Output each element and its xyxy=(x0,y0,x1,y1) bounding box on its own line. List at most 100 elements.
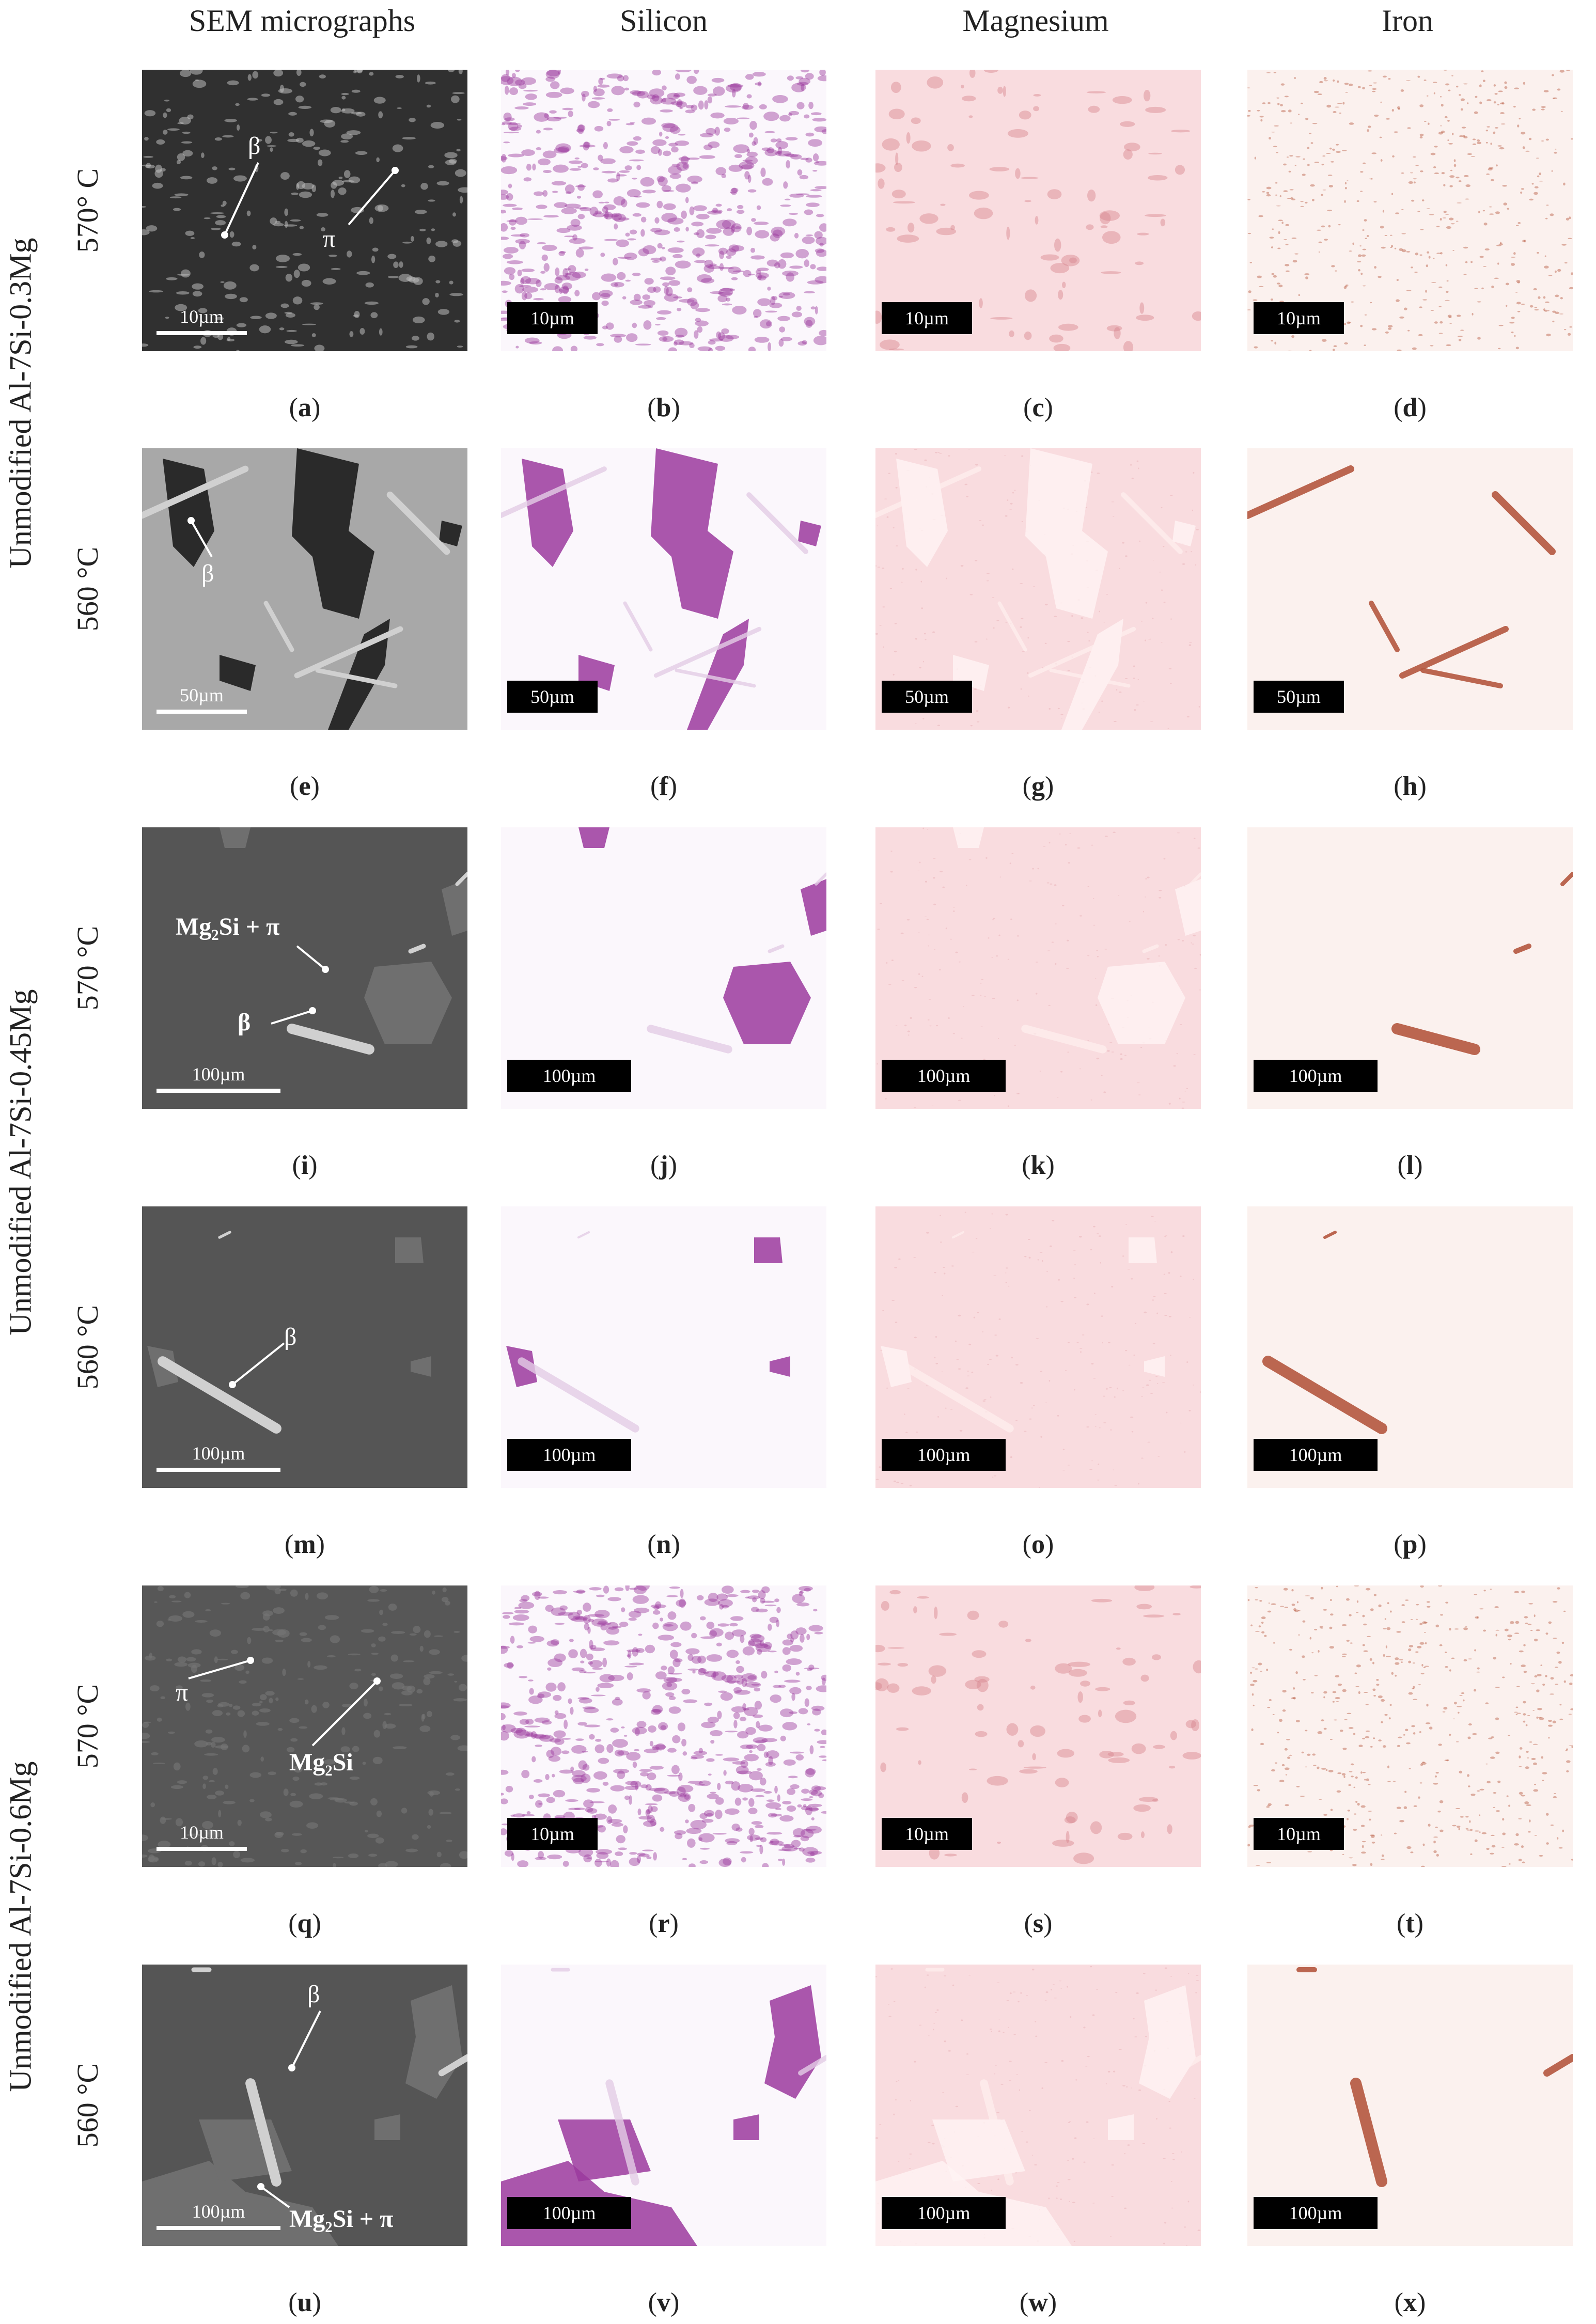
temperature-label: 560 °C xyxy=(71,546,105,632)
micrograph-panel-n: 100µm xyxy=(501,1206,826,1488)
panel-letter: u xyxy=(297,2288,312,2317)
panel-letter: s xyxy=(1032,1909,1044,1938)
panel-letter: h xyxy=(1402,772,1418,801)
micrograph-panel-g: 50µm xyxy=(875,448,1201,730)
panel-label: (e) xyxy=(290,772,320,801)
panel-label: (n) xyxy=(647,1530,680,1559)
panel-letter: m xyxy=(293,1530,316,1559)
micrograph-panel-j: 100µm xyxy=(501,827,826,1109)
scale-bar: 10µm xyxy=(507,302,598,334)
panel-label: (v) xyxy=(648,2288,680,2317)
phase-annotation: Mg₂Si + π xyxy=(176,913,280,940)
panel-label: (t) xyxy=(1397,1909,1423,1938)
panel-letter: b xyxy=(656,393,671,422)
micrograph-panel-o: 100µm xyxy=(875,1206,1201,1488)
panel-label: (o) xyxy=(1022,1530,1054,1559)
panel-letter: n xyxy=(656,1530,671,1559)
micrograph-panel-a: 10µm β π xyxy=(142,70,467,351)
panel-label: (w) xyxy=(1019,2288,1057,2317)
micrograph-panel-h: 50µm xyxy=(1247,448,1573,730)
panel-label: (u) xyxy=(288,2288,321,2317)
panel-label: (l) xyxy=(1397,1151,1423,1180)
panel-label: (r) xyxy=(649,1909,679,1938)
panel-label: (h) xyxy=(1394,772,1427,801)
micrograph-panel-q: 10µm π Mg₂Si xyxy=(142,1585,467,1867)
scale-bar: 10µm xyxy=(882,302,972,334)
panel-letter: c xyxy=(1032,393,1044,422)
micrograph-panel-k: 100µm xyxy=(875,827,1201,1109)
temperature-label: 560 °C xyxy=(71,2063,105,2148)
phase-annotation: β xyxy=(248,132,261,160)
micrograph-panel-l: 100µm xyxy=(1247,827,1573,1109)
phase-annotation: β xyxy=(201,560,214,587)
scale-bar: 100µm xyxy=(882,1439,1006,1471)
header-iron: Iron xyxy=(1382,4,1433,38)
micrograph-panel-s: 10µm xyxy=(875,1585,1201,1867)
scale-bar: 50µm xyxy=(1254,681,1344,713)
panel-label: (m) xyxy=(285,1530,325,1559)
scale-bar: 100µm xyxy=(1254,1060,1378,1092)
scale-bar: 50µm xyxy=(882,681,972,713)
scale-bar: 100µm xyxy=(157,2197,280,2230)
micrograph-panel-m: 100µm β xyxy=(142,1206,467,1488)
scale-bar: 10µm xyxy=(882,1818,972,1850)
panel-letter: a xyxy=(298,393,311,422)
panel-label: (a) xyxy=(289,393,321,422)
panel-letter: p xyxy=(1402,1530,1418,1559)
temperature-label: 560 °C xyxy=(71,1305,105,1390)
panel-label: (f) xyxy=(650,772,677,801)
panel-letter: j xyxy=(659,1151,668,1180)
scale-bar: 100µm xyxy=(882,2197,1006,2229)
scale-bar: 10µm xyxy=(157,1818,247,1851)
scale-bar: 100µm xyxy=(507,1439,631,1471)
panel-label: (i) xyxy=(292,1151,318,1180)
panel-letter: q xyxy=(297,1909,312,1938)
micrograph-panel-c: 10µm xyxy=(875,70,1201,351)
panel-label: (c) xyxy=(1023,393,1053,422)
header-sem: SEM micrographs xyxy=(189,4,416,38)
header-silicon: Silicon xyxy=(619,4,708,38)
micrograph-panel-r: 10µm xyxy=(501,1585,826,1867)
temperature-label: 570 °C xyxy=(71,925,105,1011)
panel-letter: e xyxy=(299,772,311,801)
panel-letter: i xyxy=(301,1151,309,1180)
phase-annotation: π xyxy=(323,225,336,253)
phase-annotation: Mg₂Si xyxy=(289,1749,353,1776)
panel-letter: v xyxy=(657,2288,670,2317)
panel-label: (p) xyxy=(1394,1530,1427,1559)
micrograph-panel-x: 100µm xyxy=(1247,1965,1573,2246)
panel-letter: k xyxy=(1030,1151,1046,1180)
group-label-0.6mg: Unmodified Al-7Si-0.6Mg xyxy=(3,1761,38,2092)
scale-bar: 100µm xyxy=(157,1060,280,1093)
panel-label: (s) xyxy=(1024,1909,1053,1938)
micrograph-panel-p: 100µm xyxy=(1247,1206,1573,1488)
panel-label: (j) xyxy=(650,1151,677,1180)
micrograph-panel-d: 10µm xyxy=(1247,70,1573,351)
micrograph-panel-v: 100µm xyxy=(501,1965,826,2246)
panel-label: (x) xyxy=(1394,2288,1426,2317)
phase-annotation: β xyxy=(307,1981,320,2008)
scale-bar: 100µm xyxy=(1254,2197,1378,2229)
scale-bar: 100µm xyxy=(1254,1439,1378,1471)
panel-letter: x xyxy=(1403,2288,1417,2317)
scale-bar: 100µm xyxy=(507,1060,631,1092)
phase-annotation: β xyxy=(238,1009,251,1036)
micrograph-panel-b: 10µm xyxy=(501,70,826,351)
panel-letter: r xyxy=(658,1909,670,1938)
micrograph-panel-f: 50µm xyxy=(501,448,826,730)
group-label-0.3mg: Unmodified Al-7Si-0.3Mg xyxy=(3,238,38,568)
panel-label: (k) xyxy=(1022,1151,1055,1180)
phase-annotation: π xyxy=(176,1679,189,1706)
scale-bar: 100µm xyxy=(157,1439,280,1472)
temperature-label: 570° C xyxy=(71,168,105,253)
group-label-0.45mg: Unmodified Al-7Si-0.45Mg xyxy=(3,989,38,1335)
panel-letter: t xyxy=(1405,1909,1415,1938)
micrograph-panel-u: 100µm β Mg₂Si + π xyxy=(142,1965,467,2246)
scale-bar: 50µm xyxy=(157,681,247,714)
scale-bar: 10µm xyxy=(1254,1818,1344,1850)
scale-bar: 10µm xyxy=(1254,302,1344,334)
panel-letter: o xyxy=(1031,1530,1045,1559)
micrograph-panel-w: 100µm xyxy=(875,1965,1201,2246)
temperature-label: 570 °C xyxy=(71,1684,105,1769)
scale-bar: 10µm xyxy=(507,1818,598,1850)
